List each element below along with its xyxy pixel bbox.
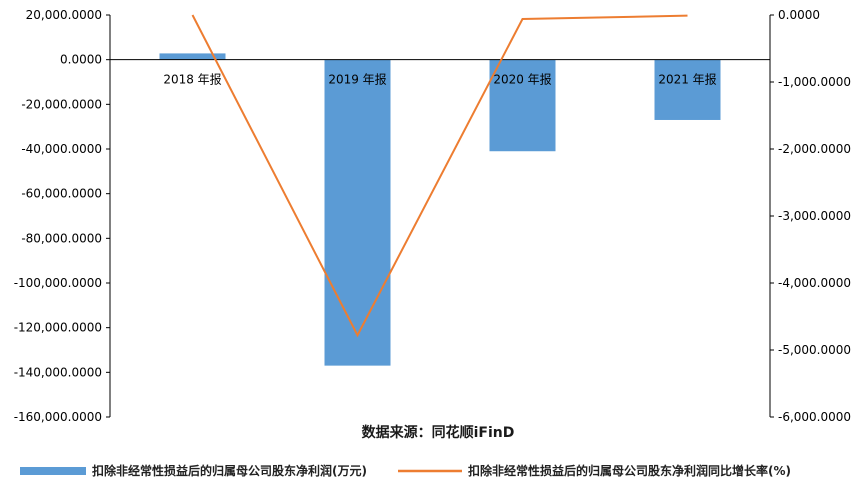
left-tick-label: -120,000.0000 — [14, 321, 102, 335]
legend-swatch-bar — [20, 467, 86, 475]
right-tick-label: -3,000.0000 — [778, 209, 851, 223]
bar — [324, 59, 391, 366]
left-tick-label: 20,000.0000 — [26, 8, 102, 22]
category-label: 2019 年报 — [328, 72, 386, 87]
right-tick-label: -5,000.0000 — [778, 343, 851, 357]
legend-label-bar: 扣除非经常性损益后的归属母公司股东净利润(万元) — [92, 463, 367, 478]
category-label: 2020 年报 — [493, 72, 551, 87]
category-labels: 2018 年报 2019 年报 2020 年报 2021 年报 — [163, 72, 716, 87]
category-label: 2021 年报 — [658, 72, 716, 87]
right-axis-ticks: 0.0000 -1,000.0000 -2,000.0000 -3,000.0000 -… — [770, 8, 851, 424]
right-tick-label: 0.0000 — [778, 8, 820, 22]
left-tick-label: -100,000.0000 — [14, 276, 102, 290]
left-tick-label: -40,000.0000 — [21, 142, 102, 156]
left-tick-label: -80,000.0000 — [21, 231, 102, 245]
left-tick-label: -60,000.0000 — [21, 187, 102, 201]
left-tick-label: -140,000.0000 — [14, 365, 102, 379]
legend-label-line: 扣除非经常性损益后的归属母公司股东净利润同比增长率(%) — [468, 463, 791, 478]
right-tick-label: -2,000.0000 — [778, 142, 851, 156]
bar — [489, 59, 556, 152]
right-tick-label: -4,000.0000 — [778, 276, 851, 290]
bar-series — [159, 53, 721, 366]
category-label: 2018 年报 — [163, 72, 221, 87]
left-tick-label: -160,000.0000 — [14, 410, 102, 424]
line-series — [191, 14, 688, 338]
left-tick-label: 0.0000 — [60, 53, 102, 67]
data-source-label: 数据来源：同花顺iFinD — [362, 424, 515, 441]
right-tick-label: -6,000.0000 — [778, 410, 851, 424]
growth-rate-line — [191, 14, 688, 338]
bar — [159, 53, 226, 60]
bar — [654, 59, 721, 120]
left-axis-ticks: 20,000.0000 0.0000 -20,000.0000 -40,000.000… — [14, 8, 110, 424]
left-tick-label: -20,000.0000 — [21, 97, 102, 111]
right-tick-label: -1,000.0000 — [778, 75, 851, 89]
legend: 扣除非经常性损益后的归属母公司股东净利润(万元) 扣除非经常性损益后的归属母公司股… — [20, 463, 791, 478]
